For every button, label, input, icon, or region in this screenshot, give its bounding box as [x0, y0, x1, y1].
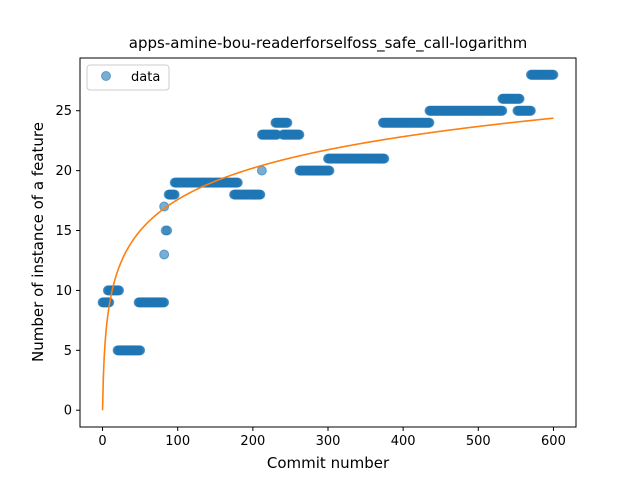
x-tick-label: 400	[391, 434, 416, 449]
y-tick-label: 20	[55, 164, 72, 179]
data-point	[232, 177, 243, 188]
data-point	[159, 201, 170, 212]
plot-frame	[79, 57, 577, 428]
x-tick-label: 600	[541, 434, 566, 449]
fit-curve	[101, 117, 554, 411]
x-tick-label: 300	[316, 434, 341, 449]
x-tick-label: 200	[240, 434, 265, 449]
x-axis-label: Commit number	[267, 454, 390, 472]
data-point	[162, 225, 173, 236]
x-tick-label: 500	[466, 434, 491, 449]
data-point	[324, 165, 335, 176]
data-point	[282, 117, 293, 128]
data-point	[255, 189, 266, 200]
fit-line	[101, 117, 554, 411]
data-point	[114, 285, 125, 296]
x-tick-label: 0	[98, 434, 106, 449]
axes: 0 100 200 300 400 500 600 0 5 10 15 20 25	[55, 104, 565, 449]
data-point	[159, 297, 170, 308]
y-tick-label: 25	[55, 104, 72, 119]
legend-label-data: data	[131, 70, 160, 85]
data-point	[256, 165, 267, 176]
data-point	[497, 105, 508, 116]
y-axis-label: Number of instance of a feature	[29, 122, 47, 362]
y-tick-label: 15	[55, 224, 72, 239]
data-point	[424, 117, 435, 128]
data-point	[548, 69, 559, 80]
y-tick-label: 10	[55, 284, 72, 299]
plot-area	[80, 58, 576, 427]
data-point	[169, 189, 180, 200]
data-point	[525, 105, 536, 116]
data-point	[159, 249, 170, 260]
data-point	[514, 93, 525, 104]
chart-title: apps-amine-bou-readerforselfoss_safe_cal…	[129, 34, 527, 53]
y-tick-label: 0	[64, 404, 72, 419]
legend: data	[86, 64, 170, 91]
y-tick-label: 5	[64, 344, 72, 359]
legend-marker	[101, 71, 111, 81]
data-point	[135, 345, 146, 356]
data-point	[379, 153, 390, 164]
data-point	[294, 129, 305, 140]
x-tick-label: 100	[165, 434, 190, 449]
